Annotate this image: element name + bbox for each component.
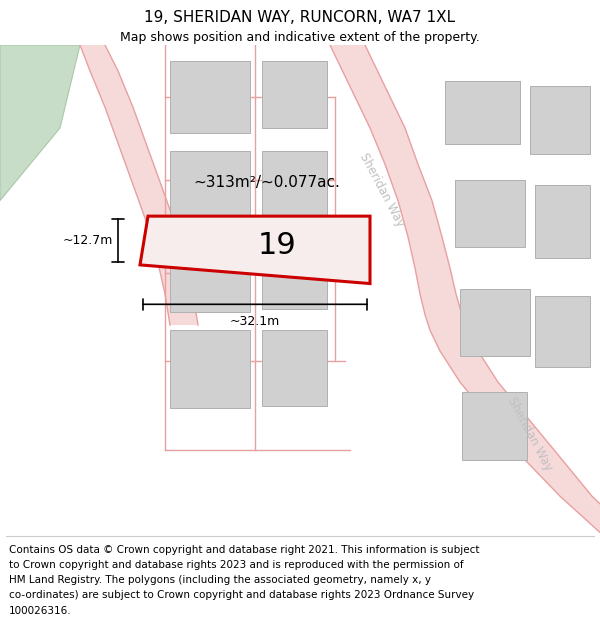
- Text: HM Land Registry. The polygons (including the associated geometry, namely x, y: HM Land Registry. The polygons (includin…: [9, 575, 431, 585]
- Bar: [535, 185, 590, 258]
- Bar: [262, 242, 327, 309]
- Text: 19, SHERIDAN WAY, RUNCORN, WA7 1XL: 19, SHERIDAN WAY, RUNCORN, WA7 1XL: [145, 10, 455, 25]
- Text: Map shows position and indicative extent of the property.: Map shows position and indicative extent…: [120, 31, 480, 44]
- Text: Contains OS data © Crown copyright and database right 2021. This information is : Contains OS data © Crown copyright and d…: [9, 544, 479, 554]
- Bar: [170, 61, 250, 133]
- Text: 19: 19: [257, 231, 296, 259]
- Bar: [445, 81, 520, 144]
- Bar: [455, 180, 525, 248]
- Bar: [170, 151, 250, 223]
- Text: co-ordinates) are subject to Crown copyright and database rights 2023 Ordnance S: co-ordinates) are subject to Crown copyr…: [9, 590, 474, 600]
- Bar: [170, 241, 250, 312]
- Bar: [462, 392, 527, 460]
- Text: ~313m²/~0.077ac.: ~313m²/~0.077ac.: [194, 175, 340, 190]
- Polygon shape: [80, 45, 198, 325]
- Text: Sheridan Way: Sheridan Way: [357, 151, 407, 229]
- Bar: [170, 330, 250, 408]
- Polygon shape: [0, 45, 80, 201]
- Polygon shape: [330, 45, 600, 532]
- Bar: [262, 151, 327, 221]
- Bar: [530, 86, 590, 154]
- Polygon shape: [140, 216, 370, 284]
- Bar: [460, 289, 530, 356]
- Text: Sheridan Way: Sheridan Way: [505, 395, 555, 473]
- Text: ~12.7m: ~12.7m: [62, 234, 113, 247]
- Text: 100026316.: 100026316.: [9, 606, 71, 616]
- Text: ~32.1m: ~32.1m: [230, 314, 280, 328]
- Bar: [262, 61, 327, 128]
- Bar: [535, 296, 590, 366]
- Text: to Crown copyright and database rights 2023 and is reproduced with the permissio: to Crown copyright and database rights 2…: [9, 560, 464, 570]
- Bar: [262, 330, 327, 406]
